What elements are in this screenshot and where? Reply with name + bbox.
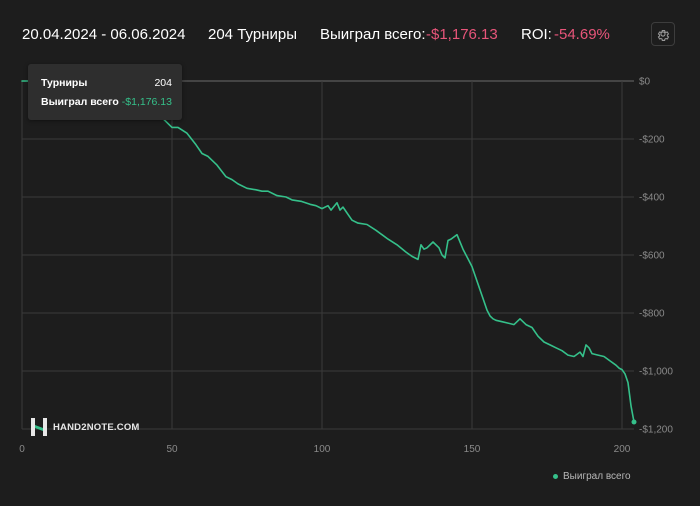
legend-item[interactable]: Выиграл всего	[553, 469, 631, 483]
y-tick-label: -$400	[639, 193, 665, 204]
tooltip-row-total-won: Выиграл всего -$1,176.13	[41, 95, 172, 109]
tournament-count: 204 Турниры	[208, 26, 297, 43]
tooltip-label: Турниры	[41, 77, 88, 89]
hover-tooltip: Турниры 204 Выиграл всего -$1,176.13	[28, 64, 182, 120]
x-tick-label: 50	[166, 444, 178, 455]
roi-value: -54.69%	[554, 26, 610, 43]
logo-icon	[31, 418, 47, 436]
tooltip-label: Выиграл всего	[41, 96, 119, 108]
series	[21, 80, 637, 425]
y-tick-label: -$1,000	[639, 367, 673, 378]
grid	[21, 80, 634, 430]
total-won-label: Выиграл всего:	[320, 26, 426, 43]
y-tick-label: -$1,200	[639, 425, 673, 436]
gear-icon	[657, 29, 670, 41]
roi-label: ROI:	[521, 26, 552, 43]
tooltip-value: -$1,176.13	[121, 96, 172, 108]
tooltip-value: 204	[154, 77, 172, 89]
date-range: 20.04.2024 - 06.06.2024	[22, 26, 186, 43]
x-tick-label: 100	[314, 444, 331, 455]
tooltip-row-tournaments: Турниры 204	[41, 76, 172, 90]
hand2note-logo: HAND2NOTE.COM	[30, 417, 140, 437]
logo-text: HAND2NOTE.COM	[53, 421, 140, 433]
settings-button[interactable]	[651, 22, 675, 46]
x-tick-label: 0	[19, 444, 25, 455]
y-tick-label: -$600	[639, 251, 665, 262]
y-tick-label: -$200	[639, 135, 665, 146]
x-tick-label: 150	[464, 444, 481, 455]
legend-label: Выиграл всего	[563, 470, 631, 482]
legend-marker	[553, 473, 558, 479]
y-tick-label: -$800	[639, 309, 665, 320]
y-tick-label: $0	[639, 77, 651, 88]
x-tick-label: 200	[614, 444, 631, 455]
series-end-point	[631, 419, 637, 425]
axes: $0 -$200 -$400 -$600 -$800 -$1,000 -$1,200 0 50 1…	[19, 77, 673, 456]
total-won-value: -$1,176.13	[426, 26, 498, 43]
